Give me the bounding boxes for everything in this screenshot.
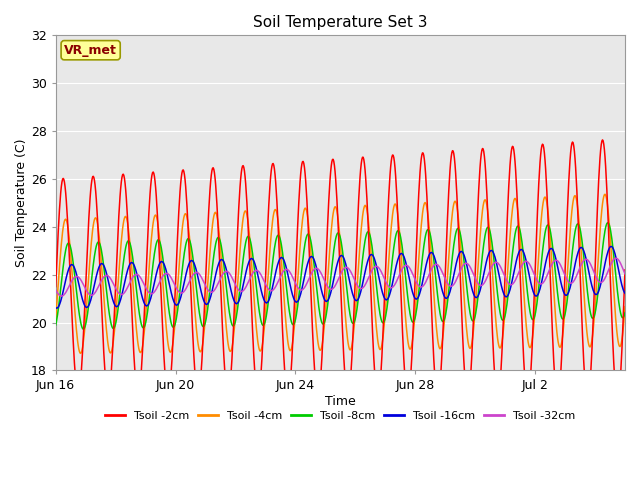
Title: Soil Temperature Set 3: Soil Temperature Set 3: [253, 15, 428, 30]
X-axis label: Time: Time: [325, 395, 356, 408]
Text: VR_met: VR_met: [64, 44, 117, 57]
Y-axis label: Soil Temperature (C): Soil Temperature (C): [15, 139, 28, 267]
Legend: Tsoil -2cm, Tsoil -4cm, Tsoil -8cm, Tsoil -16cm, Tsoil -32cm: Tsoil -2cm, Tsoil -4cm, Tsoil -8cm, Tsoi…: [101, 406, 580, 425]
